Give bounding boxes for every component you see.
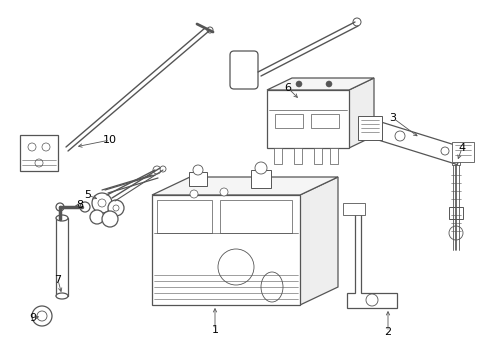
Circle shape (108, 200, 124, 216)
Circle shape (440, 147, 448, 155)
Bar (451, 159, 459, 165)
Circle shape (102, 211, 118, 227)
Ellipse shape (56, 215, 68, 221)
Circle shape (153, 166, 161, 174)
Bar (274, 114, 303, 128)
Circle shape (80, 202, 90, 212)
Circle shape (56, 203, 64, 211)
Circle shape (394, 131, 404, 141)
Text: 5: 5 (84, 190, 91, 200)
Bar (20, 135, 58, 171)
Bar (189, 172, 206, 186)
Bar (448, 207, 462, 219)
Circle shape (113, 205, 119, 211)
Circle shape (37, 311, 47, 321)
Bar (310, 114, 338, 128)
Circle shape (160, 166, 165, 172)
Ellipse shape (56, 293, 68, 299)
Ellipse shape (261, 272, 283, 302)
Circle shape (449, 149, 461, 161)
Text: 4: 4 (458, 143, 465, 153)
Bar (266, 90, 348, 148)
Circle shape (448, 226, 462, 240)
Bar (250, 170, 270, 188)
Circle shape (32, 306, 52, 326)
Circle shape (325, 81, 331, 87)
Circle shape (90, 210, 104, 224)
Text: 7: 7 (54, 275, 61, 285)
Circle shape (35, 159, 43, 167)
Text: 3: 3 (389, 113, 396, 123)
Circle shape (42, 143, 50, 151)
Polygon shape (357, 116, 381, 140)
Circle shape (193, 165, 203, 175)
Bar (313, 148, 321, 164)
Circle shape (295, 81, 302, 87)
Text: 9: 9 (29, 313, 37, 323)
Circle shape (206, 27, 213, 33)
Circle shape (218, 249, 253, 285)
Text: 1: 1 (211, 325, 218, 335)
Circle shape (98, 199, 106, 207)
Circle shape (220, 188, 227, 196)
Text: 6: 6 (284, 83, 291, 93)
Bar (56, 218, 68, 296)
Polygon shape (346, 208, 396, 308)
Bar (342, 203, 364, 215)
Polygon shape (266, 78, 373, 90)
Polygon shape (348, 78, 373, 148)
Circle shape (92, 193, 112, 213)
Bar (152, 195, 299, 305)
Polygon shape (451, 142, 473, 162)
Bar (220, 200, 291, 233)
Polygon shape (366, 120, 462, 165)
Bar (329, 148, 337, 164)
FancyBboxPatch shape (229, 51, 258, 89)
Circle shape (352, 18, 360, 26)
Bar (293, 148, 302, 164)
Text: 8: 8 (76, 200, 83, 210)
Polygon shape (299, 177, 337, 305)
Circle shape (190, 190, 198, 198)
Circle shape (365, 294, 377, 306)
Circle shape (254, 162, 266, 174)
Bar (273, 148, 282, 164)
Circle shape (28, 143, 36, 151)
Text: 2: 2 (384, 327, 391, 337)
Text: 10: 10 (103, 135, 117, 145)
Bar (157, 200, 212, 233)
Polygon shape (152, 177, 337, 195)
